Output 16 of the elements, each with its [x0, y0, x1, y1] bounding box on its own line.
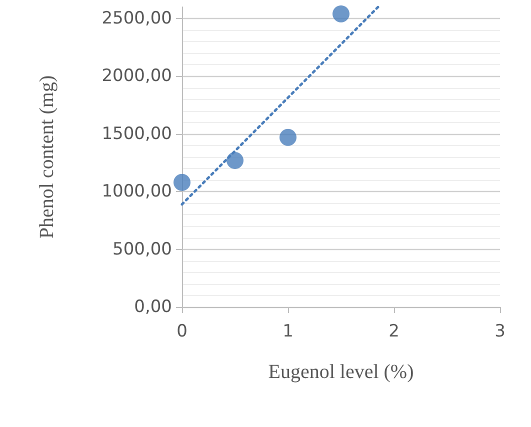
x-tick-label: 0	[176, 322, 188, 342]
point	[332, 5, 350, 22]
y-tick-label: 2000,00	[102, 66, 172, 86]
x-tick-label: 3	[494, 322, 506, 342]
x-tick-label: 1	[282, 322, 294, 342]
point	[226, 152, 244, 169]
y-tick-label: 1000,00	[102, 182, 172, 202]
point	[280, 128, 296, 146]
y-axis-title: Phenol content (mg)	[36, 75, 58, 239]
x-tick-label: 2	[388, 322, 400, 342]
y-tick-label: 500,00	[112, 239, 172, 260]
x-axis-title: Eugenol level (%)	[268, 361, 414, 383]
y-tick-label: 2500,00	[102, 8, 172, 29]
y-tick-label: 1500,00	[102, 124, 172, 144]
y-tick-label: 0,00	[134, 297, 172, 317]
point	[174, 174, 190, 191]
